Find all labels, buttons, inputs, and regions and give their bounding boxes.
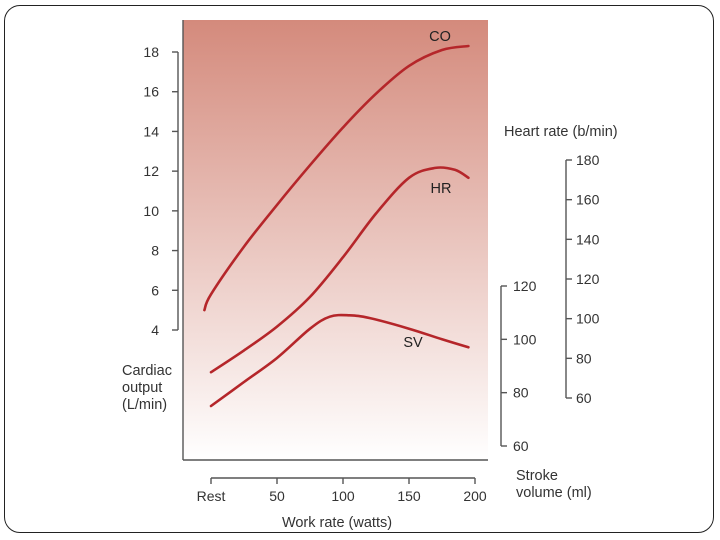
heart-rate-tick-label-100: 100 [576, 311, 600, 327]
work-rate-tick-label-150: 150 [397, 488, 421, 504]
cardiac-output-axis-title: Cardiac output (L/min) [122, 363, 176, 413]
heart-rate-axis-title: Heart rate (b/min) [504, 124, 618, 140]
stroke-volume-tick-label-100: 100 [513, 331, 537, 347]
cardiac-output-tick-label-10: 10 [143, 203, 159, 219]
stroke-volume-axis-title-line1: Stroke [516, 468, 558, 484]
heart-rate-tick-label-140: 140 [576, 231, 600, 247]
cardiac-output-tick-label-8: 8 [151, 243, 159, 259]
stroke-volume-axis-title: Stroke volume (ml) [516, 468, 592, 501]
cardiac-output-tick-label-16: 16 [143, 84, 159, 100]
plot-background [183, 20, 488, 460]
cardiac-output-tick-label-12: 12 [143, 163, 159, 179]
stroke-volume-tick-label-80: 80 [513, 385, 529, 401]
cardiac-output-axis-title-line1: Cardiac [122, 363, 172, 379]
series-line-co [203, 44, 470, 312]
cardiac-output-tick-label-18: 18 [143, 44, 159, 60]
series-line-hr [209, 166, 470, 374]
series-label-hr: HR [431, 181, 452, 197]
series-lines [203, 44, 470, 408]
cardiac-output-tick-label-4: 4 [151, 322, 159, 338]
cardiac-output-tick-label-6: 6 [151, 282, 159, 298]
work-rate-tick-label-200: 200 [463, 488, 487, 504]
work-rate-tick-label-100: 100 [331, 488, 355, 504]
cardiac-output-axis-title-line3: (L/min) [122, 397, 167, 413]
heart-rate-tick-label-180: 180 [576, 152, 600, 168]
heart-rate-tick-label-160: 160 [576, 192, 600, 208]
cardiac-output-ticks: 4 6 8 10 12 14 16 18 [143, 44, 178, 338]
series-label-co: CO [429, 29, 451, 45]
work-rate-tick-label-50: 50 [269, 488, 285, 504]
heart-rate-tick-label-80: 80 [576, 350, 592, 366]
cardiac-output-tick-label-14: 14 [143, 123, 159, 139]
cardiac-output-axis-title-line2: output [122, 380, 162, 396]
stroke-volume-ticks: 60 80 100 120 [501, 278, 537, 454]
heart-rate-tick-label-120: 120 [576, 271, 600, 287]
stroke-volume-axis-title-line2: volume (ml) [516, 485, 592, 501]
series-label-sv: SV [403, 335, 423, 351]
stroke-volume-tick-label-120: 120 [513, 278, 537, 294]
heart-rate-tick-label-60: 60 [576, 390, 592, 406]
work-rate-ticks: Rest 50 100 150 200 [197, 478, 487, 504]
series-labels: CO HR SV [403, 29, 451, 351]
heart-rate-ticks: 60 80 100 120 140 160 180 [566, 152, 600, 406]
series-line-sv [209, 313, 470, 408]
work-rate-axis-title: Work rate (watts) [282, 515, 392, 531]
work-rate-tick-label-rest: Rest [197, 488, 226, 504]
stroke-volume-tick-label-60: 60 [513, 438, 529, 454]
